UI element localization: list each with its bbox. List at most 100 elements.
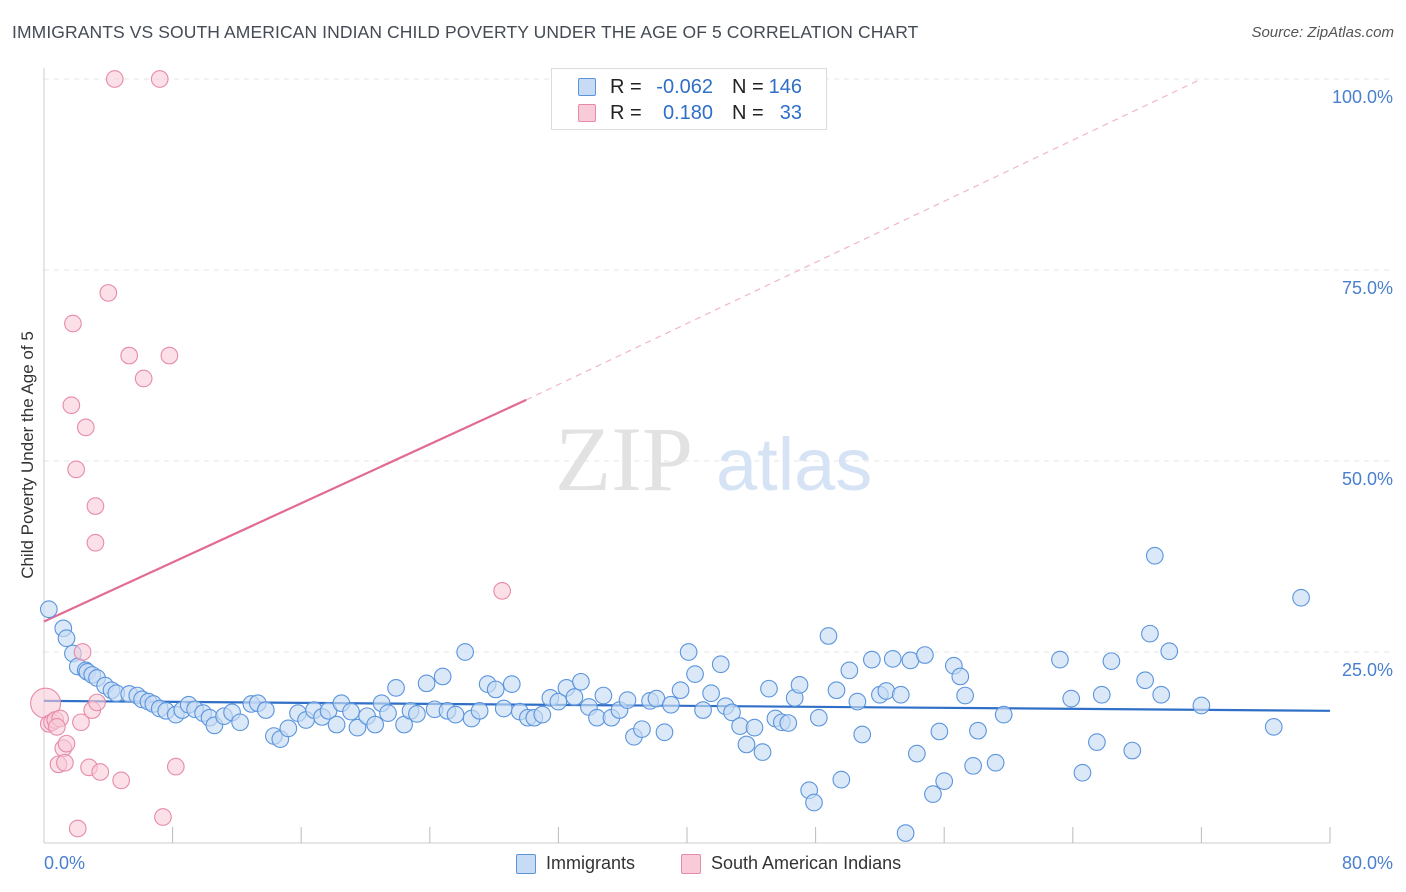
y-tick-label: 100.0% [1332,87,1393,107]
data-point-immigrants [819,627,838,645]
data-point-immigrants [790,676,809,694]
data-point-immigrants [694,701,712,719]
data-point-immigrants [723,703,741,722]
data-point-south-american-indians [150,70,169,88]
data-point-immigrants [779,714,798,732]
data-point-immigrants [745,718,764,737]
data-point-immigrants [1102,652,1121,671]
data-point-immigrants [39,600,58,619]
data-point-immigrants [633,720,651,739]
data-point-immigrants [486,680,505,699]
data-point-south-american-indians [91,763,110,781]
data-point-immigrants [417,674,436,693]
data-point-immigrants [711,655,730,674]
data-point-south-american-indians [493,582,511,600]
data-point-immigrants [1152,685,1171,704]
data-point-immigrants [753,743,772,761]
data-point-immigrants [827,681,846,700]
data-point-south-american-indians [48,718,66,736]
watermark-atlas: atlas [716,423,872,506]
bottom-legend-swatch-south-american-indians [681,854,701,874]
data-point-immigrants [679,643,698,661]
legend-box: R = -0.062 N = 146 R = 0.180 N = 33 [551,68,827,130]
data-point-immigrants [964,756,982,775]
y-tick-label: 25.0% [1342,660,1393,680]
data-point-immigrants [956,686,974,705]
data-point-immigrants [470,701,489,720]
chart-source: Source: ZipAtlas.com [1251,24,1394,41]
bottom-legend-swatch-immigrants [516,854,536,874]
data-point-immigrants [994,705,1013,724]
data-point-immigrants [760,679,778,698]
data-point-immigrants [387,679,405,697]
y-tick-label: 50.0% [1342,469,1393,489]
data-point-south-american-indians [68,819,87,838]
data-point-immigrants [279,719,298,738]
data-point-immigrants [1264,718,1283,736]
data-point-south-american-indians [56,753,74,772]
data-point-immigrants [1123,741,1142,760]
data-point-south-american-indians [112,771,131,790]
legend-r-value: 0.180 [662,102,713,124]
data-point-immigrants [379,704,397,722]
data-point-south-american-indians [99,284,118,302]
tick-label-layer: 25.0% 50.0% 75.0% 100.0% 0.0% 80.0% [44,87,1393,873]
data-point-immigrants [832,770,851,789]
y-tick-label: 75.0% [1342,278,1393,298]
data-point-immigrants [433,667,452,686]
trend-line-south-american-indians [43,398,527,623]
data-point-south-american-indians [76,418,95,437]
legend-swatch-south-american-indians [578,104,596,122]
data-point-immigrants [1141,624,1159,643]
data-point-immigrants [1192,696,1211,715]
data-point-immigrants [1088,733,1106,752]
data-point-immigrants [1160,642,1179,661]
data-point-south-american-indians [64,314,82,333]
data-point-south-american-indians [154,808,172,826]
data-point-south-american-indians [67,460,85,479]
data-point-south-american-indians [105,70,124,88]
data-point-immigrants [805,793,823,812]
data-point-immigrants [565,688,584,706]
bottom-legend-label-immigrants: Immigrants [546,853,636,873]
data-point-immigrants [840,661,859,680]
legend-n-label: N = [732,76,764,98]
data-point-immigrants [1136,671,1154,690]
legend-r-value: -0.062 [656,76,713,98]
data-point-immigrants [1073,763,1092,782]
legend-n-value: 33 [779,102,802,124]
data-point-immigrants [1051,650,1069,669]
data-point-immigrants [916,646,934,664]
data-point-south-american-indians [86,497,105,515]
data-point-immigrants [494,699,513,718]
legend-n-label: N = [732,102,764,124]
data-point-immigrants [853,725,872,744]
data-point-south-american-indians [88,693,106,712]
data-point-immigrants [686,665,704,684]
data-point-immigrants [930,722,949,741]
data-point-immigrants [1292,588,1310,607]
data-point-immigrants [883,650,902,668]
trend-layer [43,78,1331,712]
data-point-immigrants [655,723,674,742]
x-tick-label: 80.0% [1342,853,1393,873]
data-point-immigrants [342,702,360,721]
data-point-immigrants [456,643,475,661]
data-point-immigrants [572,672,590,691]
legend-row-south-american-indians: R = 0.180 N = 33 [552,101,826,127]
data-point-south-american-indians [160,346,179,365]
data-point-immigrants [671,681,690,700]
data-point-immigrants [256,701,275,719]
data-point-immigrants [327,715,346,734]
data-point-immigrants [533,705,552,724]
bottom-legend: Immigrants South American Indians [0,852,1406,878]
data-point-immigrants [348,718,367,737]
data-point-immigrants [408,705,426,723]
data-point-immigrants [877,682,896,700]
chart-title: IMMIGRANTS VS SOUTH AMERICAN INDIAN CHIL… [12,22,919,42]
data-point-immigrants [1145,546,1164,565]
data-point-immigrants [737,735,756,754]
data-point-immigrants [924,785,942,803]
data-point-immigrants [896,824,915,842]
